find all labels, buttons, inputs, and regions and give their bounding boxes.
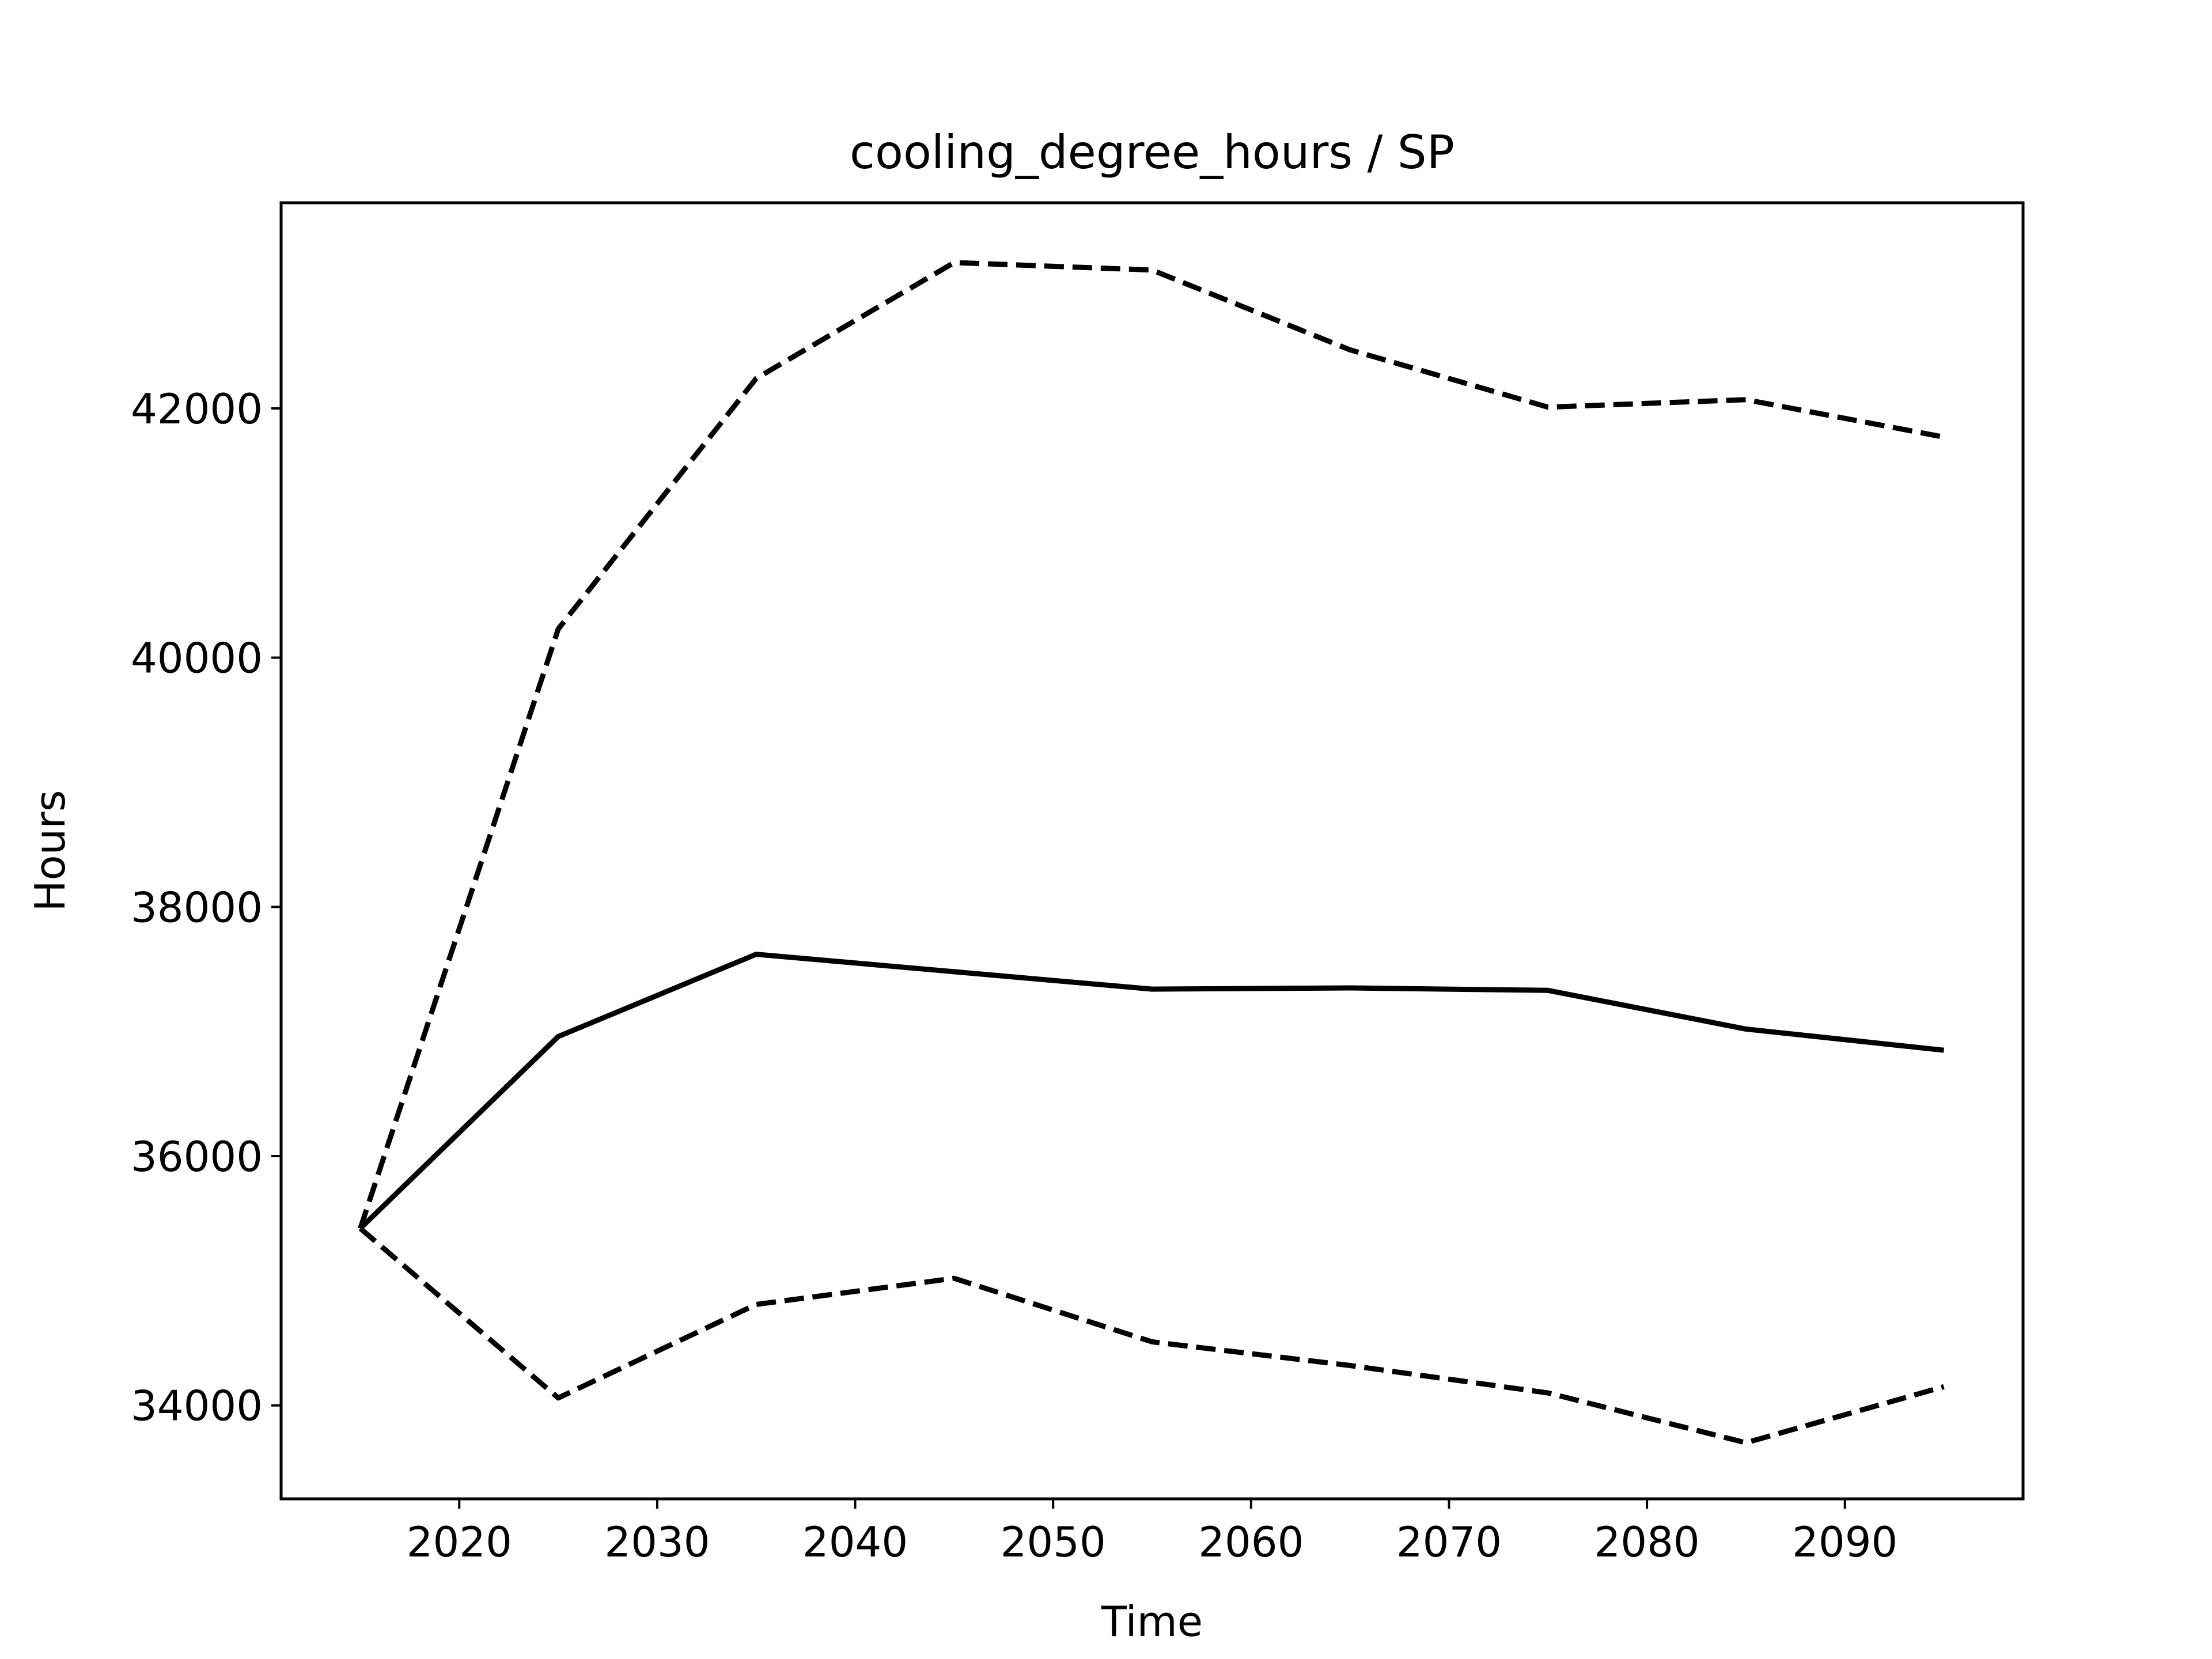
y-tick-label: 42000 [131, 385, 263, 433]
y-tick-label: 40000 [131, 634, 263, 683]
series-line-lower [358, 1226, 1945, 1446]
y-tick-label: 38000 [131, 883, 263, 931]
x-tick-label: 2080 [1594, 1518, 1699, 1566]
chart-title: cooling_degree_hours / SP [850, 126, 1455, 179]
x-axis: 2020 2030 2040 2050 2060 2070 2080 2090 [407, 1499, 1897, 1566]
x-tick-label: 2020 [407, 1518, 512, 1566]
y-axis-label: Hours [26, 790, 74, 912]
x-tick-label: 2040 [802, 1518, 908, 1566]
x-tick-label: 2060 [1198, 1518, 1304, 1566]
y-axis: 34000 36000 38000 40000 42000 [131, 385, 281, 1430]
y-tick-label: 36000 [131, 1132, 263, 1181]
x-tick-label: 2070 [1396, 1518, 1502, 1566]
series-line-upper [358, 260, 1945, 1229]
x-tick-label: 2030 [604, 1518, 710, 1566]
plot-frame [279, 201, 2025, 1501]
x-tick-label: 2050 [1001, 1518, 1106, 1566]
y-tick-label: 34000 [131, 1382, 263, 1430]
series-line-central [358, 952, 1944, 1230]
plot-area [358, 260, 1945, 1446]
x-axis-label: Time [1101, 1597, 1203, 1646]
x-tick-label: 2090 [1792, 1518, 1897, 1566]
